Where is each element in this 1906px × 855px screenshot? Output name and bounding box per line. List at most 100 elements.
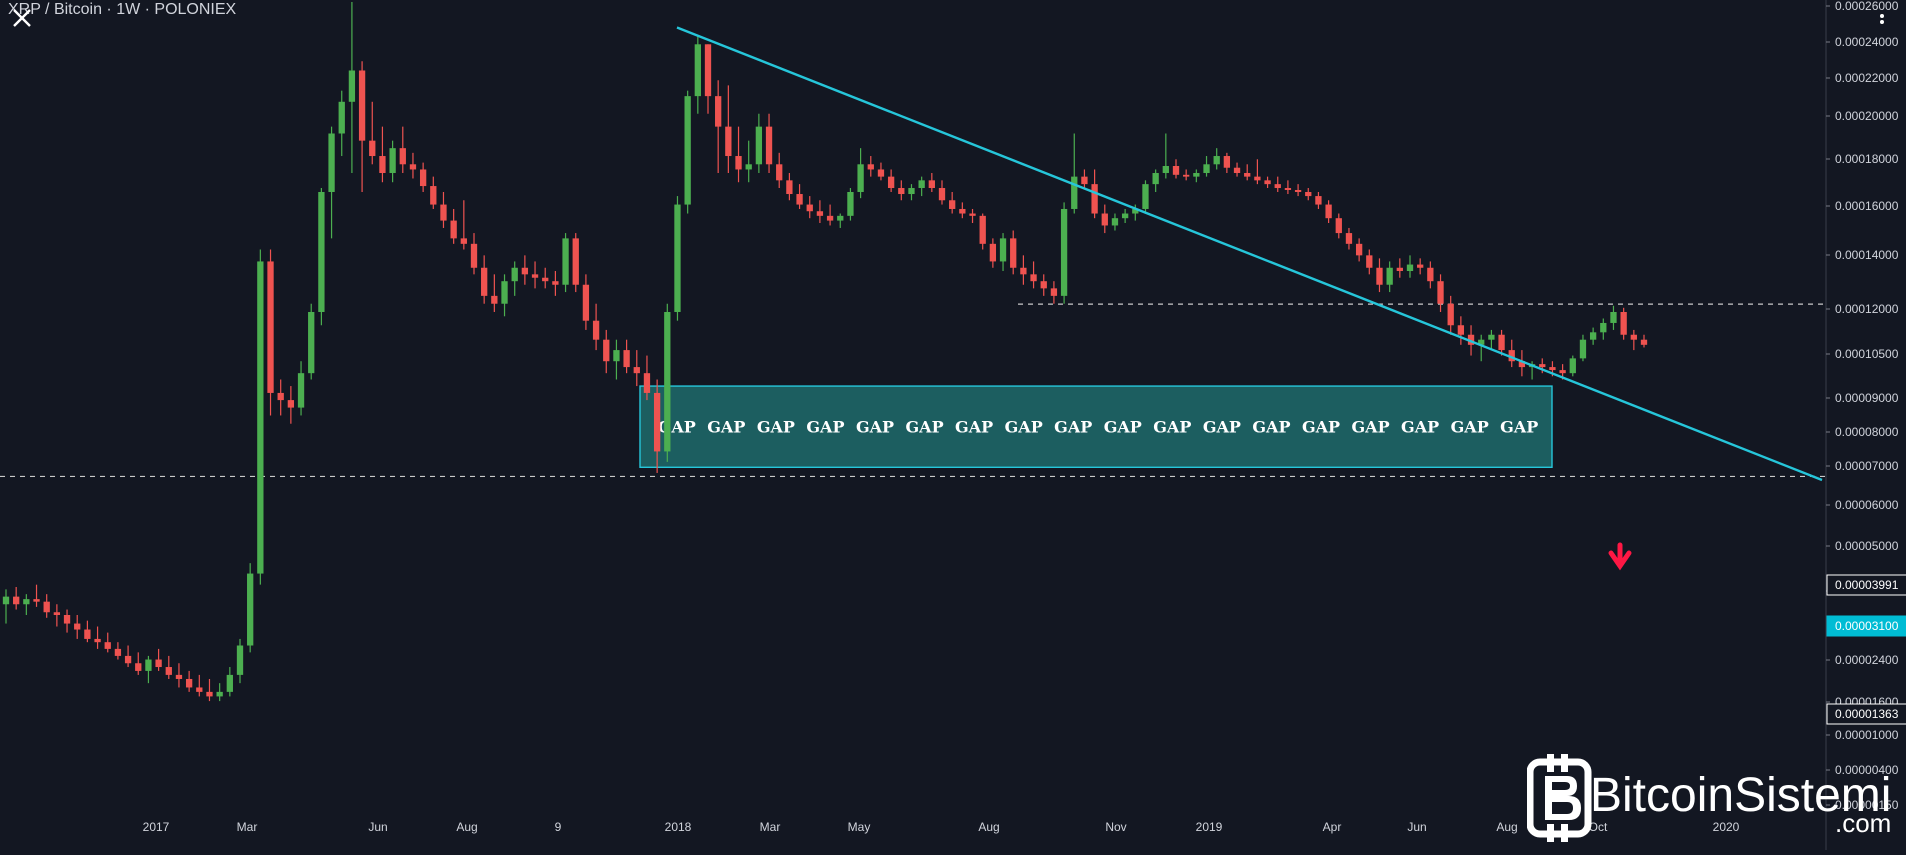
candle-body bbox=[979, 215, 986, 244]
time-tick-label: Nov bbox=[1105, 820, 1126, 834]
time-tick-label: 2019 bbox=[1196, 820, 1223, 834]
candle bbox=[13, 587, 20, 610]
candle bbox=[867, 156, 874, 177]
watermark-brand: BitcoinSistemi bbox=[1590, 769, 1892, 822]
gap-label: GAP bbox=[707, 418, 745, 437]
candle-body bbox=[664, 311, 671, 452]
candle bbox=[1589, 327, 1597, 345]
candle bbox=[1091, 169, 1098, 219]
candle bbox=[999, 233, 1007, 272]
candle bbox=[23, 594, 30, 615]
candle bbox=[969, 208, 976, 224]
candle-body bbox=[725, 126, 732, 157]
candle bbox=[715, 80, 722, 174]
candle-body bbox=[521, 267, 529, 275]
candle-body bbox=[206, 691, 213, 697]
candle-body bbox=[643, 373, 651, 393]
candle bbox=[755, 113, 763, 174]
candle-body bbox=[481, 267, 488, 296]
candle-body bbox=[440, 204, 447, 221]
candle bbox=[2, 589, 10, 624]
candle bbox=[1040, 274, 1047, 296]
gap-label: GAP bbox=[1302, 418, 1340, 437]
time-tick-label: May bbox=[848, 820, 871, 834]
candle bbox=[1478, 334, 1485, 362]
candle-body bbox=[1040, 281, 1047, 289]
candle bbox=[552, 271, 559, 296]
candle bbox=[399, 126, 406, 174]
candle bbox=[1366, 249, 1373, 275]
candle-body bbox=[847, 191, 854, 216]
candle-body bbox=[816, 211, 824, 216]
candle-body bbox=[989, 243, 997, 262]
candle-body bbox=[185, 678, 193, 688]
price-badge-label: 0.00003100 bbox=[1835, 619, 1899, 633]
candle-body bbox=[1376, 267, 1383, 285]
candle-body bbox=[1264, 180, 1271, 185]
candle bbox=[338, 90, 345, 157]
candle bbox=[603, 329, 610, 374]
candle bbox=[1060, 202, 1068, 304]
candle-body bbox=[1457, 325, 1465, 335]
candle-body bbox=[1345, 233, 1353, 244]
candle bbox=[84, 620, 91, 643]
candle-body bbox=[1071, 176, 1078, 209]
gap-label: GAP bbox=[806, 418, 844, 437]
gap-label: GAP bbox=[1500, 418, 1538, 437]
candle bbox=[481, 255, 488, 304]
price-tick-label: 0.00018000 bbox=[1835, 152, 1899, 166]
candle bbox=[1569, 355, 1576, 377]
candle bbox=[796, 184, 803, 209]
candle bbox=[1284, 180, 1292, 195]
candle-body bbox=[1478, 339, 1485, 345]
candle-body bbox=[1498, 334, 1505, 351]
close-button[interactable] bbox=[8, 4, 36, 32]
candle bbox=[1264, 176, 1271, 189]
candle bbox=[63, 609, 71, 633]
candle bbox=[1437, 274, 1444, 312]
candle bbox=[185, 670, 193, 692]
candle bbox=[33, 584, 40, 607]
gap-label: GAP bbox=[955, 418, 993, 437]
candle-body bbox=[1579, 339, 1587, 359]
candle-body bbox=[277, 392, 284, 401]
candle bbox=[379, 126, 386, 183]
candle bbox=[450, 208, 457, 244]
candle bbox=[1010, 230, 1017, 275]
time-tick-label: Aug bbox=[456, 820, 477, 834]
candle-body bbox=[776, 164, 783, 181]
candle bbox=[786, 173, 793, 201]
candle bbox=[887, 169, 895, 192]
candle bbox=[1345, 227, 1353, 250]
candle bbox=[949, 191, 956, 214]
candle-body bbox=[572, 238, 579, 285]
candle-body bbox=[236, 645, 244, 675]
candle-body bbox=[928, 180, 935, 189]
candle bbox=[216, 683, 223, 702]
candle bbox=[704, 44, 712, 114]
candle-body bbox=[379, 156, 386, 174]
gap-label: GAP bbox=[1451, 418, 1489, 437]
price-tick-label: 0.00020000 bbox=[1835, 109, 1899, 123]
gap-label: GAP bbox=[1153, 418, 1191, 437]
candle-body bbox=[735, 156, 742, 170]
candle bbox=[440, 191, 447, 228]
candle-body bbox=[1620, 311, 1627, 335]
candle-body bbox=[1539, 364, 1546, 368]
price-tick-label: 0.00014000 bbox=[1835, 248, 1899, 262]
candle bbox=[114, 642, 122, 660]
candle-body bbox=[1111, 218, 1119, 226]
candle bbox=[694, 36, 701, 114]
candle-body bbox=[389, 148, 396, 174]
candle bbox=[908, 184, 915, 201]
price-axis: 0.00026000 0.00024000 0.00022000 0.00020000… bbox=[1825, 0, 1906, 850]
candle bbox=[725, 85, 732, 174]
candle bbox=[104, 632, 111, 653]
candle-body bbox=[531, 274, 539, 278]
candle bbox=[562, 233, 569, 293]
candle-body bbox=[582, 284, 590, 321]
close-icon bbox=[13, 9, 31, 27]
more-menu-button[interactable] bbox=[1872, 12, 1892, 32]
